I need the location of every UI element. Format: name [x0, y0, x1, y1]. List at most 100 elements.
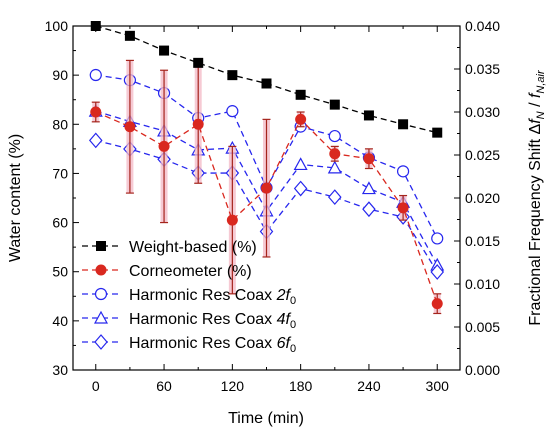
y2-title-main: Fractional Frequency Shift: [527, 134, 544, 325]
y-tick-label: 50: [52, 264, 68, 280]
legend-6f0-num: 6: [277, 335, 286, 352]
data-point-open-circle: [396, 165, 410, 178]
legend-marker-filled-circle: [95, 264, 107, 276]
data-point-filled-circle: [329, 148, 341, 160]
y2-tick-label: 0.025: [465, 147, 500, 163]
legend-marker-open-triangle: [93, 310, 109, 324]
data-point-open-circle: [328, 129, 341, 143]
legend-marker-square: [96, 241, 106, 251]
y2-tick-label: 0.005: [465, 319, 500, 335]
data-point-filled-circle: [295, 113, 307, 125]
legend-label-harmonic-2f0: Harmonic Res Coax 2f0: [129, 287, 296, 307]
series-weight-based-: [90, 21, 443, 138]
data-point-open-diamond: [293, 180, 308, 197]
data-point-filled-circle: [363, 153, 375, 165]
y2-tick-label: 0.000: [465, 362, 500, 378]
legend-marker-open-diamond: [94, 334, 108, 350]
data-point-filled-circle: [192, 118, 204, 130]
data-point-filled-circle: [158, 140, 170, 152]
y-tick-label: 40: [52, 313, 68, 329]
y2-title-slash: /: [527, 98, 544, 111]
x-tick-label: 240: [357, 378, 381, 394]
legend-2f0-f: f: [286, 287, 292, 304]
legend-label-corneometer: Corneometer (%): [129, 263, 252, 280]
y-tick-label: 90: [52, 67, 68, 83]
legend-marker-open-circle: [94, 287, 108, 301]
y-tick-label: 60: [52, 215, 68, 231]
y2-tick-label: 0.040: [465, 18, 500, 34]
x-tick-label: 0: [92, 378, 100, 394]
data-point-open-diamond: [88, 132, 103, 149]
legend-4f0-prefix: Harmonic Res Coax: [129, 311, 277, 328]
data-point-square: [124, 30, 135, 41]
y-axis-title: Water content (%): [7, 134, 24, 262]
legend-label-harmonic-4f0: Harmonic Res Coax 4f0: [129, 311, 296, 331]
series-corneometer-: [90, 59, 443, 315]
x-axis-title: Time (min): [228, 410, 304, 427]
legend-label-weight: Weight-based (%): [129, 239, 257, 256]
y2-title-sub1: N: [535, 111, 547, 119]
data-point-square: [159, 45, 170, 56]
tick-marks: [73, 25, 460, 371]
series-layer: [88, 21, 445, 315]
y2-title-delta: Δ: [527, 123, 544, 134]
legend-2f0-prefix: Harmonic Res Coax: [129, 287, 277, 304]
data-point-open-diamond: [362, 201, 376, 218]
y-tick-label: 70: [52, 165, 68, 181]
data-point-square: [363, 110, 374, 121]
legend-4f0-f: f: [286, 311, 292, 328]
data-point-square: [261, 78, 272, 89]
data-point-filled-circle: [226, 214, 238, 226]
legend-6f0-sub: 0: [290, 343, 296, 355]
legend: Weight-based (%) Corneometer (%) Harmoni…: [82, 239, 296, 355]
y2-tick-label: 0.035: [465, 61, 500, 77]
data-point-square: [295, 89, 306, 100]
legend-item-harmonic-4f0: Harmonic Res Coax 4f0: [82, 310, 296, 331]
legend-label-harmonic-6f0: Harmonic Res Coax 6f0: [129, 335, 296, 355]
data-point-open-diamond: [328, 189, 342, 206]
data-point-filled-circle: [261, 182, 272, 194]
data-point-open-triangle: [327, 160, 342, 174]
y-tick-label: 80: [52, 116, 68, 132]
y2-title-f1: f: [527, 118, 544, 124]
legend-item-weight: Weight-based (%): [82, 239, 257, 256]
data-point-square: [193, 57, 204, 68]
y2-tick-label: 0.015: [465, 233, 500, 249]
legend-item-harmonic-6f0: Harmonic Res Coax 6f0: [82, 334, 296, 355]
x-tick-label: 120: [221, 378, 245, 394]
data-point-open-diamond: [430, 264, 445, 280]
data-point-square: [329, 99, 340, 110]
data-point-square: [227, 70, 238, 81]
y-tick-label: 30: [52, 362, 68, 378]
legend-4f0-sub: 0: [290, 319, 296, 331]
legend-6f0-f: f: [286, 335, 292, 352]
x-tick-label: 300: [426, 378, 450, 394]
legend-6f0-prefix: Harmonic Res Coax: [129, 335, 277, 352]
y-tick-label: 100: [45, 18, 69, 34]
y2-title-sub2: N,air: [535, 69, 547, 94]
data-point-open-circle: [89, 68, 102, 82]
data-point-filled-circle: [431, 298, 443, 310]
data-point-filled-circle: [124, 121, 136, 133]
legend-2f0-num: 2: [276, 287, 286, 304]
legend-item-corneometer: Corneometer (%): [82, 263, 252, 280]
data-point-open-triangle: [361, 181, 376, 195]
x-tick-label: 180: [289, 378, 313, 394]
x-tick-label: 60: [156, 378, 172, 394]
y2-tick-label: 0.030: [465, 104, 500, 120]
tick-labels: 0 60 120 180 240 300304050607080901000.0000.0…: [45, 18, 501, 394]
data-point-open-triangle: [293, 157, 308, 171]
data-point-square: [398, 119, 409, 130]
y2-tick-label: 0.010: [465, 276, 500, 292]
legend-2f0-sub: 0: [290, 295, 296, 307]
data-point-open-circle: [226, 105, 239, 118]
legend-4f0-num: 4: [277, 311, 286, 328]
y2-tick-label: 0.020: [465, 190, 500, 206]
legend-item-harmonic-2f0: Harmonic Res Coax 2f0: [82, 287, 296, 307]
y2-axis-title: Fractional Frequency Shift ΔfN / fN,air: [527, 69, 547, 326]
data-point-filled-circle: [397, 202, 409, 214]
data-point-filled-circle: [90, 106, 102, 118]
data-point-open-circle: [431, 232, 444, 245]
data-point-square: [90, 21, 101, 31]
y2-title-f2: f: [527, 92, 544, 98]
